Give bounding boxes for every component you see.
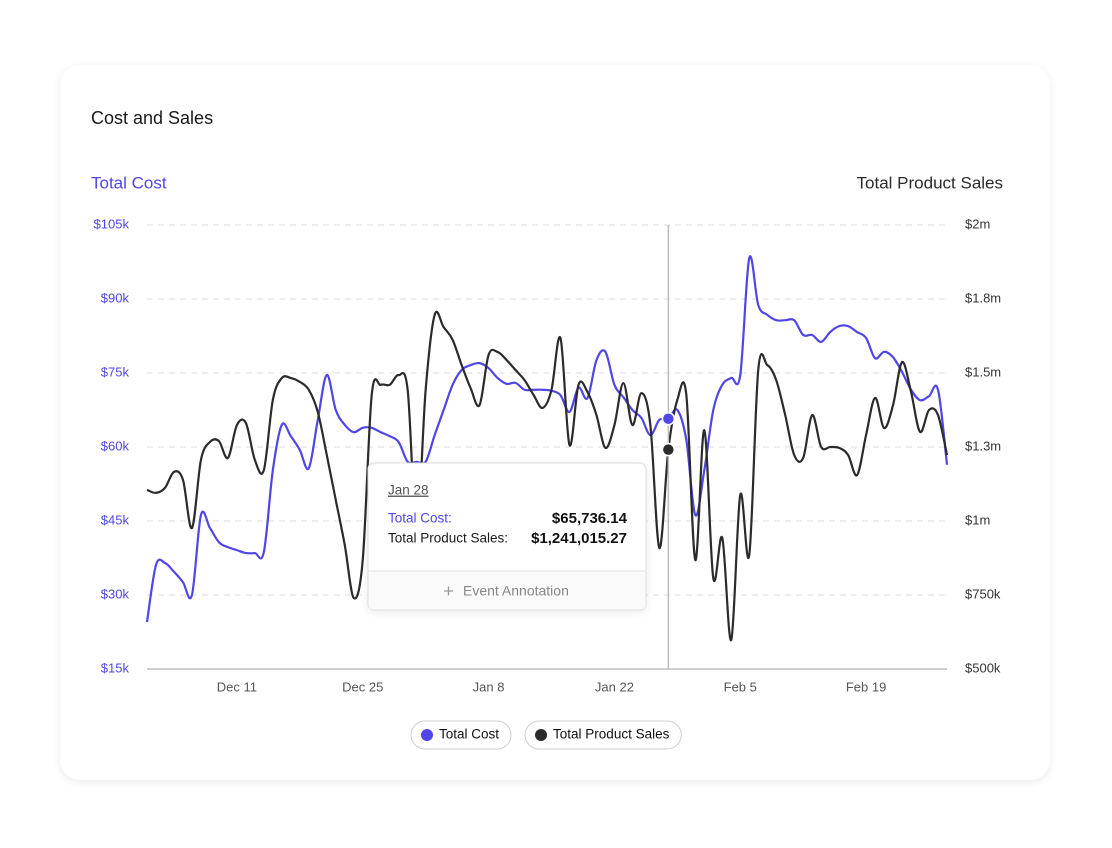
legend-item[interactable]: Total Product Sales [524,720,682,750]
y2-tick-label: $1m [965,512,990,527]
y2-tick-label: $750k [965,586,1001,601]
tooltip-action[interactable]: Event Annotation [463,583,569,599]
tooltip-row-value: $65,736.14 [552,510,628,527]
y2-tick-label: $500k [965,660,1001,675]
y2-tick-label: $2m [965,216,990,231]
tooltip-row-name: Total Cost: [388,511,452,526]
legend-item[interactable]: Total Cost [410,720,512,750]
tooltip: Jan 28 Total Cost: $65,736.14 Total Product… [367,462,647,611]
tooltip-footer [368,571,646,610]
tooltip-row-name: Total Product Sales: [388,531,508,546]
tooltip-date: Jan 28 [388,483,429,498]
grid: $15k $30k $45k $60k $75k $90k $105k $500k $750k $… [94,216,1002,694]
y-tick-label: $45k [101,512,130,527]
lines [145,255,949,642]
x-tick-label: Jan 22 [595,679,634,694]
hover-dot [661,442,676,457]
overlay: Jan 28 Total Cost: $65,736.14 Total Product… [367,225,682,750]
y2-axis-title: Total Product Sales [857,173,1003,192]
x-tick-label: Feb 5 [724,679,757,694]
tooltip-row-value: $1,241,015.27 [531,530,627,547]
legend-pill [524,720,682,750]
y-tick-label: $75k [101,364,130,379]
hover-dot [661,411,676,426]
legend-swatch [535,729,548,741]
x-tick-label: Dec 25 [342,679,383,694]
series-line [145,255,949,623]
y-tick-label: $15k [101,660,130,675]
chart-title: Cost and Sales [91,108,213,128]
y2-tick-label: $1.5m [965,364,1001,379]
legend-label: Total Cost [439,727,499,742]
series-line [146,310,949,642]
y-tick-label: $105k [94,216,130,231]
legend-label: Total Product Sales [553,727,670,742]
y-axis-title: Total Cost [91,173,167,192]
card [60,65,1050,780]
x-tick-label: Dec 11 [217,679,257,694]
legend-pill [410,720,512,750]
y2-tick-label: $1.3m [965,438,1001,453]
plus-icon [444,586,453,596]
x-tick-label: Feb 19 [846,679,886,694]
y2-tick-label: $1.8m [965,290,1001,305]
y-tick-label: $60k [101,438,130,453]
y-tick-label: $30k [101,586,130,601]
y-tick-label: $90k [101,290,130,305]
x-tick-label: Jan 8 [473,679,505,694]
legend-swatch [421,729,433,741]
